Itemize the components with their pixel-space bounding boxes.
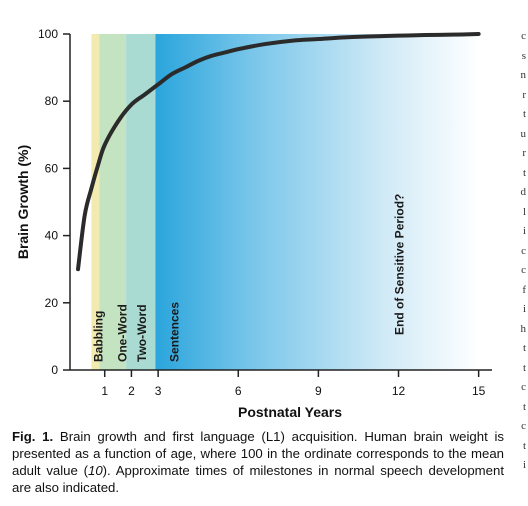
edge-fragment: t — [522, 166, 526, 179]
edge-fragment: c — [521, 244, 526, 257]
y-tick-label: 40 — [45, 229, 59, 243]
x-tick-label: 15 — [472, 384, 486, 398]
edge-fragment: c — [521, 381, 526, 393]
x-tick-label: 12 — [392, 384, 406, 398]
edge-fragment: t — [522, 361, 526, 374]
y-ticks: 0 20 40 60 80 100 — [38, 27, 70, 377]
edge-fragment: i — [522, 459, 526, 471]
axes — [69, 34, 492, 371]
brain-growth-curve — [76, 32, 481, 272]
stage-band-babbling — [91, 34, 100, 370]
edge-fragment: h — [520, 322, 527, 335]
caption-reference-number: 10 — [87, 463, 103, 478]
stage-label-sentences: Sentences — [167, 302, 181, 362]
stage-bands — [91, 34, 479, 370]
edge-fragment: n — [520, 69, 527, 81]
edge-fragment: c — [521, 264, 526, 276]
edge-fragment: i — [522, 225, 526, 237]
edge-fragment: f — [522, 283, 526, 296]
edge-fragment: c — [521, 30, 526, 42]
edge-fragment: c — [521, 420, 526, 432]
edge-fragment: t — [522, 439, 526, 452]
stage-label-babbling: Babbling — [91, 311, 105, 362]
y-tick-label: 80 — [45, 94, 59, 108]
x-tick-label: 1 — [101, 384, 108, 398]
stage-labels: Babbling One-Word Two-Word Sentences — [91, 302, 181, 362]
edge-fragment: r — [522, 88, 526, 101]
stage-label-one-word: One-Word — [115, 304, 129, 362]
figure-label: Fig. 1. — [12, 429, 54, 444]
edge-fragment: r — [522, 147, 526, 159]
edge-fragment: u — [520, 127, 527, 140]
y-tick-label: 100 — [38, 27, 58, 41]
stage-band-sentences — [155, 34, 479, 370]
edge-fragment: i — [522, 303, 526, 315]
caption-text-part-2: ). Approximate times of milestones in no… — [12, 463, 505, 495]
x-tick-label: 3 — [155, 384, 162, 398]
stage-band-one-word — [99, 34, 127, 370]
y-axis-title: Brain Growth (%) — [15, 145, 31, 259]
stage-label-two-word: Two-Word — [135, 304, 149, 362]
figure-caption: Fig. 1. Brain growth and first language … — [12, 428, 504, 496]
caption-text-part-1: Brain growth and first language (L1) acq… — [12, 429, 504, 478]
edge-fragment: t — [522, 342, 526, 354]
y-tick-label: 20 — [45, 296, 59, 310]
y-tick-label: 0 — [51, 363, 58, 377]
x-tick-label: 2 — [128, 384, 135, 398]
y-tick-label: 60 — [45, 161, 59, 175]
x-axis-title: Postnatal Years — [238, 404, 342, 420]
edge-fragment: t — [522, 108, 526, 120]
x-tick-label: 9 — [315, 384, 322, 398]
x-tick-label: 6 — [235, 384, 242, 398]
annotation-end-of-sensitive-period: End of Sensitive Period? — [393, 194, 407, 335]
edge-fragment: t — [522, 400, 526, 413]
x-ticks: 1 2 3 6 9 12 15 — [101, 370, 486, 398]
edge-fragment: l — [522, 205, 526, 218]
edge-fragment: d — [520, 186, 527, 198]
edge-fragment: s — [521, 49, 526, 62]
